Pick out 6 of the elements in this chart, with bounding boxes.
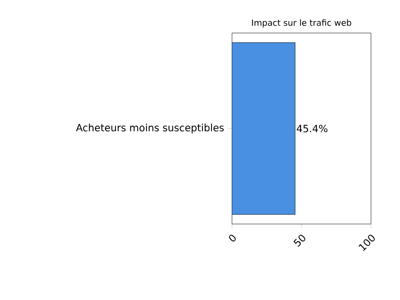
data-label: 45.4% xyxy=(296,124,328,132)
x-tick-label: 100 xyxy=(358,234,375,252)
y-tick-label: Acheteurs moins susceptibles xyxy=(76,124,224,134)
x-tick-label: 0 xyxy=(229,234,236,242)
chart-title: Impact sur le trafic web xyxy=(252,19,352,28)
x-tick-label: 50 xyxy=(293,234,306,247)
